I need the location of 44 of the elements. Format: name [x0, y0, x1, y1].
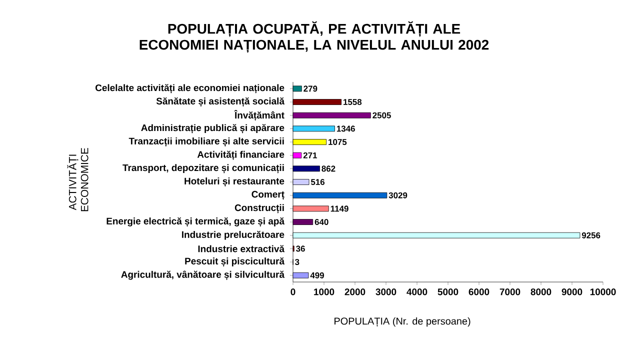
y-tick-label: Transport, depozitare și comunicații [122, 164, 284, 174]
y-tick-label: Tranzacții imobiliare și alte servicii [128, 137, 284, 147]
y-tick-label: Administrație publică și apărare [141, 124, 284, 134]
y-tick-label: Energie electrică și termică, gaze și apă [106, 217, 285, 227]
x-tick-label: 2000 [344, 288, 366, 296]
data-label: 9256 [582, 232, 600, 238]
data-label: 36 [296, 246, 305, 252]
x-tick-label: 4000 [406, 288, 428, 296]
y-axis-title: ACTIVITĂȚI ECONOMICE [67, 148, 88, 212]
x-tick-label: 8000 [530, 288, 552, 296]
y-tick-label: Construcții [234, 204, 284, 214]
data-label: 2505 [372, 112, 391, 118]
y-tick-label: Învățământ [234, 110, 284, 121]
y-tick-label: Activități financiare [197, 150, 284, 160]
x-tick-label: 0 [290, 288, 296, 296]
data-label: 1346 [336, 126, 355, 132]
data-label: 862 [322, 166, 336, 172]
data-label: 271 [303, 152, 317, 158]
y-tick-label: Agricultură, vânătoare și silvicultură [121, 270, 285, 280]
y-tick-label: Pescuit și piscicultură [185, 257, 285, 267]
data-label: 1149 [330, 206, 348, 212]
x-tick-label: 5000 [438, 288, 458, 296]
y-tick-label: Celelalte activități ale economiei naționale [96, 84, 284, 94]
chart-title: POPULAȚIA OCUPATĂ, PE ACTIVITĂȚI ALE ECONOMIEI NAȚIONALE, LA NIVELUL ANULUI 2002 [140, 21, 489, 53]
y-tick-label: Hoteluri și restaurante [184, 177, 284, 187]
data-label: 499 [310, 272, 324, 278]
y-tick-label: Sănătate și asistență socială [156, 97, 285, 107]
x-tick-label: 3000 [376, 288, 396, 296]
x-tick-label: 1000 [314, 288, 334, 296]
data-label: 516 [310, 179, 325, 185]
data-label: 3029 [388, 192, 408, 198]
data-label: 1558 [344, 99, 362, 105]
y-tick-label: Comerț [252, 190, 284, 200]
data-label: 1075 [328, 139, 347, 145]
data-label: 640 [314, 219, 328, 225]
x-tick-label: 10000 [590, 288, 616, 296]
x-tick-label: 9000 [562, 288, 582, 296]
x-tick-label: 7000 [500, 288, 520, 296]
y-tick-label: Industrie prelucrătoare [182, 230, 284, 240]
y-tick-label: Industrie extractivă [198, 245, 285, 252]
data-label: 3 [294, 259, 300, 266]
data-label: 279 [304, 86, 318, 92]
x-tick-label: 6000 [468, 288, 490, 296]
x-axis-title: POPULAȚIA (Nr. de persoane) [334, 317, 470, 327]
